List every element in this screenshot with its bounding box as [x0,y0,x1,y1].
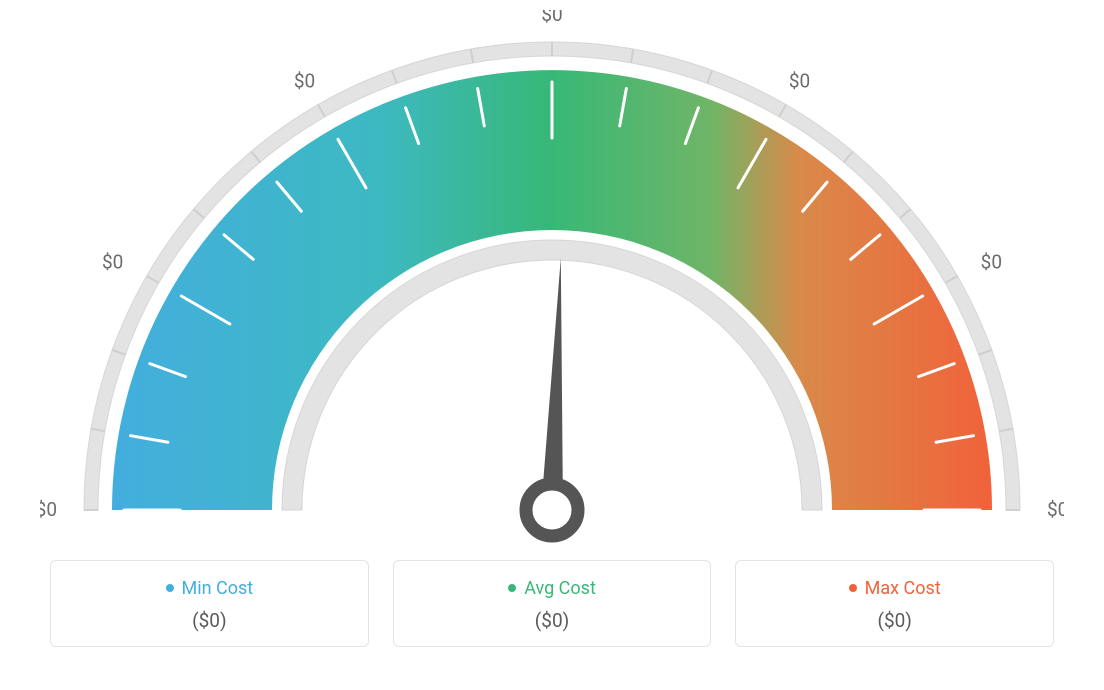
gauge-chart-container: $0 $0 $0 $0 $0 $0 $0 Min Cost ($0) Avg Cost ($… [0,0,1104,690]
legend-value-avg: ($0) [406,609,699,632]
legend-title-avg: Avg Cost [508,578,596,599]
svg-text:$0: $0 [294,69,315,92]
legend-dot-max [849,584,857,592]
legend-label-avg: Avg Cost [524,578,596,599]
legend-title-min: Min Cost [166,578,254,599]
legend-card-min: Min Cost ($0) [50,560,369,647]
gauge-area: $0 $0 $0 $0 $0 $0 $0 [40,10,1064,560]
svg-text:$0: $0 [981,251,1002,274]
svg-text:$0: $0 [102,251,123,274]
svg-text:$0: $0 [541,10,562,26]
legend-title-max: Max Cost [849,578,941,599]
legend-card-max: Max Cost ($0) [735,560,1054,647]
legend-value-max: ($0) [748,609,1041,632]
legend-dot-avg [508,584,516,592]
legend-label-max: Max Cost [865,578,941,599]
svg-text:$0: $0 [40,498,57,521]
svg-text:$0: $0 [1047,498,1064,521]
svg-text:$0: $0 [789,69,810,92]
legend-card-avg: Avg Cost ($0) [393,560,712,647]
gauge-svg: $0 $0 $0 $0 $0 $0 $0 [40,10,1064,570]
legend-dot-min [166,584,174,592]
legend-row: Min Cost ($0) Avg Cost ($0) Max Cost ($0… [40,560,1064,647]
legend-value-min: ($0) [63,609,356,632]
legend-label-min: Min Cost [182,578,254,599]
